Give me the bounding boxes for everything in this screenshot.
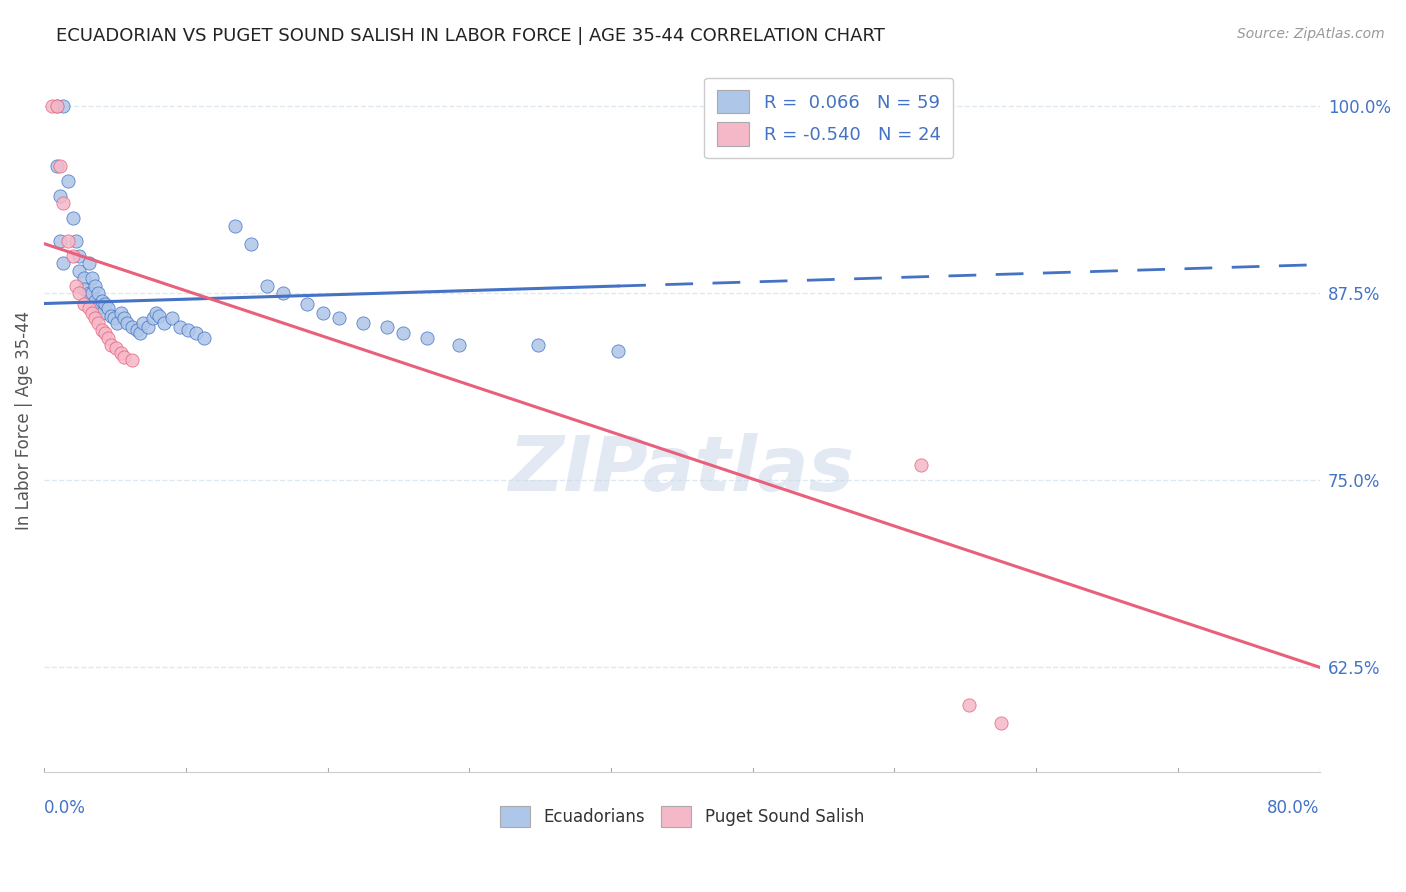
Point	[271, 286, 294, 301]
Point	[110, 346, 132, 360]
Point	[67, 286, 90, 301]
Point	[107, 316, 129, 330]
Point	[352, 316, 374, 330]
Point	[62, 249, 84, 263]
Point	[128, 326, 150, 341]
Text: 0.0%: 0.0%	[44, 799, 86, 817]
Point	[295, 296, 318, 310]
Point	[256, 278, 278, 293]
Point	[910, 458, 932, 473]
Point	[93, 326, 115, 341]
Point	[52, 196, 75, 211]
Point	[121, 320, 143, 334]
Point	[87, 286, 110, 301]
Text: ECUADORIAN VS PUGET SOUND SALISH IN LABOR FORCE | AGE 35-44 CORRELATION CHART: ECUADORIAN VS PUGET SOUND SALISH IN LABO…	[56, 27, 886, 45]
Text: ZIPatlas: ZIPatlas	[509, 433, 855, 507]
Point	[56, 234, 79, 248]
Point	[240, 236, 263, 251]
Point	[73, 296, 96, 310]
Point	[184, 326, 207, 341]
Point	[49, 159, 72, 173]
Point	[84, 311, 107, 326]
Point	[103, 311, 125, 326]
Point	[957, 698, 980, 712]
Point	[176, 323, 198, 337]
Point	[87, 316, 110, 330]
Point	[148, 309, 170, 323]
Point	[77, 256, 100, 270]
Point	[41, 99, 63, 113]
Point	[115, 316, 138, 330]
Point	[328, 311, 350, 326]
Point	[392, 326, 415, 341]
Text: 80.0%: 80.0%	[1267, 799, 1320, 817]
Point	[67, 249, 90, 263]
Point	[80, 305, 103, 319]
Point	[49, 188, 72, 202]
Point	[77, 286, 100, 301]
Point	[160, 311, 183, 326]
Point	[49, 234, 72, 248]
Point	[56, 174, 79, 188]
Point	[73, 271, 96, 285]
Point	[45, 159, 67, 173]
Point	[169, 320, 191, 334]
Point	[90, 323, 112, 337]
Point	[90, 293, 112, 308]
Point	[100, 338, 122, 352]
Point	[193, 331, 215, 345]
Point	[73, 281, 96, 295]
Point	[152, 316, 174, 330]
Point	[97, 301, 120, 315]
Point	[45, 99, 67, 113]
Point	[416, 331, 439, 345]
Point	[110, 305, 132, 319]
Point	[93, 296, 115, 310]
Point	[90, 305, 112, 319]
Point	[136, 320, 159, 334]
Point	[80, 286, 103, 301]
Point	[145, 305, 167, 319]
Legend: Ecuadorians, Puget Sound Salish: Ecuadorians, Puget Sound Salish	[494, 799, 870, 834]
Point	[52, 256, 75, 270]
Point	[67, 263, 90, 277]
Point	[132, 316, 155, 330]
Point	[125, 323, 148, 337]
Point	[80, 271, 103, 285]
Point	[65, 278, 87, 293]
Point	[312, 305, 335, 319]
Text: Source: ZipAtlas.com: Source: ZipAtlas.com	[1237, 27, 1385, 41]
Point	[121, 353, 143, 368]
Point	[84, 278, 107, 293]
Point	[84, 293, 107, 308]
Point	[77, 301, 100, 315]
Point	[87, 301, 110, 315]
Point	[104, 342, 127, 356]
Point	[224, 219, 246, 233]
Point	[607, 344, 630, 359]
Point	[62, 211, 84, 226]
Point	[97, 331, 120, 345]
Point	[141, 311, 163, 326]
Y-axis label: In Labor Force | Age 35-44: In Labor Force | Age 35-44	[15, 310, 32, 530]
Point	[65, 234, 87, 248]
Point	[447, 338, 470, 352]
Point	[375, 320, 398, 334]
Point	[527, 338, 550, 352]
Point	[112, 311, 135, 326]
Point	[990, 715, 1012, 730]
Point	[52, 99, 75, 113]
Point	[112, 351, 135, 365]
Point	[45, 99, 67, 113]
Point	[100, 309, 122, 323]
